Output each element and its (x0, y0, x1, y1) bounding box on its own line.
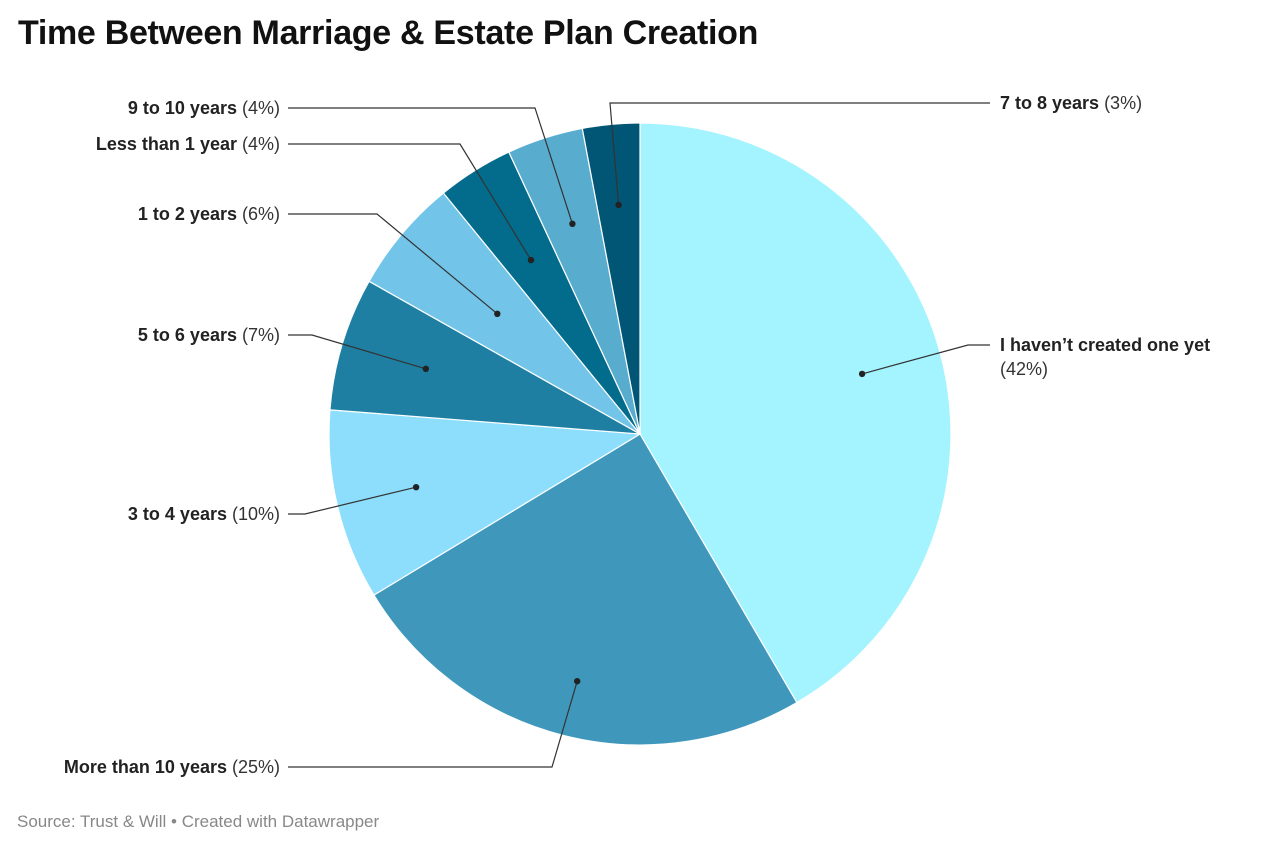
slice-label-6: 9 to 10 years (4%) (128, 98, 280, 118)
leader-line-6 (288, 107, 573, 224)
slice-labels: I haven’t created one yet (42%) More than … (64, 93, 1210, 777)
footer: Source: Trust & Will • Created with Data… (17, 812, 379, 832)
slice-label-7: 7 to 8 years (3%) (1000, 93, 1142, 113)
leader-dot-6 (569, 220, 576, 227)
leader-dot-3 (422, 365, 429, 372)
slice-label-0: I haven’t created one yet (42%) (1000, 335, 1210, 379)
credit-text: Created with Datawrapper (181, 812, 380, 831)
leader-line-3 (288, 334, 426, 370)
leader-line-4 (288, 213, 498, 315)
leader-dot-0 (858, 370, 866, 378)
leader-dot-5 (527, 256, 535, 264)
chart-title: Time Between Marriage & Estate Plan Crea… (18, 14, 759, 52)
leader-dot-2 (412, 484, 420, 491)
pie-slices (328, 122, 952, 746)
leader-dot-1 (574, 678, 581, 685)
leader-dot-4 (494, 310, 501, 317)
slice-label-4: 1 to 2 years (6%) (138, 204, 280, 224)
leader-line-0 (861, 344, 990, 375)
slice-label-3: 5 to 6 years (7%) (138, 325, 280, 345)
leader-line-1 (288, 681, 578, 768)
source-text: Source: Trust & Will (17, 812, 167, 831)
slice-label-2: 3 to 4 years (10%) (128, 504, 280, 524)
leader-line-5 (288, 143, 532, 261)
leader-line-2 (288, 486, 417, 515)
leader-lines (288, 102, 990, 768)
pie-slice-7 (581, 122, 641, 435)
leader-line-7 (609, 102, 990, 205)
slice-label-1: More than 10 years (25%) (64, 757, 280, 777)
footer-separator: • (171, 812, 177, 831)
slice-label-5: Less than 1 year (4%) (96, 134, 280, 154)
leader-dot-7 (615, 201, 622, 209)
pie-slice-1 (373, 433, 798, 746)
